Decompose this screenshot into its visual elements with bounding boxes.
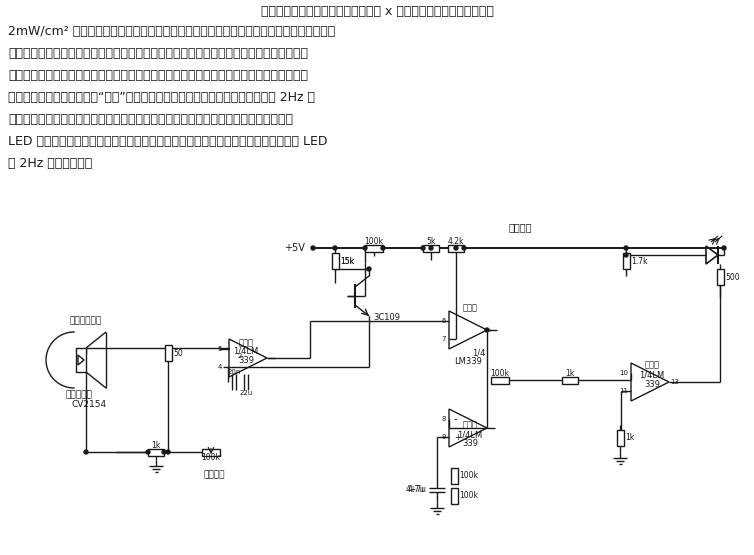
Text: 比较器: 比较器 [462, 303, 477, 312]
Circle shape [381, 246, 385, 250]
Text: 100k: 100k [491, 369, 510, 377]
Circle shape [84, 450, 88, 454]
Text: CV2154: CV2154 [72, 400, 107, 409]
Text: 6: 6 [442, 318, 446, 324]
Text: 100k: 100k [459, 492, 478, 501]
Circle shape [311, 246, 315, 250]
Text: 调节范围: 调节范围 [204, 470, 225, 479]
Text: 4+7u: 4+7u [406, 486, 427, 495]
Text: 4.2k: 4.2k [448, 236, 464, 245]
Text: 阈值调节: 阈值调节 [508, 222, 532, 232]
Text: 22u: 22u [239, 390, 253, 396]
Circle shape [162, 450, 166, 454]
Text: 100k: 100k [364, 236, 384, 245]
Text: -: - [454, 414, 458, 424]
Text: 1/4LM: 1/4LM [234, 347, 259, 356]
Bar [623, 253, 630, 269]
Circle shape [166, 450, 170, 454]
Bar [450, 488, 458, 504]
Text: 9: 9 [442, 434, 446, 440]
Circle shape [333, 246, 337, 250]
Text: 100k: 100k [201, 453, 220, 462]
Text: 1/4LM: 1/4LM [639, 370, 664, 379]
Text: LED 熄灭。有雷达波信号时，比较器的输出变为高电平，使振荡信号通过缓冲器驱动 LED: LED 熄灭。有雷达波信号时，比较器的输出变为高电平，使振荡信号通过缓冲器驱动 … [8, 135, 327, 148]
Text: +: + [454, 432, 461, 441]
Bar [164, 345, 171, 361]
Text: 1k: 1k [566, 369, 575, 377]
Text: 1k: 1k [152, 441, 161, 450]
Bar [491, 376, 509, 384]
Text: 8: 8 [442, 416, 446, 422]
Text: +5V: +5V [284, 243, 305, 253]
Text: 500: 500 [725, 273, 740, 281]
Bar [365, 245, 383, 251]
Text: 339: 339 [238, 356, 254, 365]
Circle shape [454, 246, 458, 250]
Bar [76, 348, 86, 372]
Text: 11: 11 [619, 388, 628, 394]
Text: 50: 50 [173, 349, 182, 357]
Text: 13: 13 [670, 379, 679, 385]
Circle shape [363, 246, 367, 250]
Text: 入端就出现一个相应的电压。该放大器的增益可调，以便改变整个电路报警时输入信号所在: 入端就出现一个相应的电压。该放大器的增益可调，以便改变整个电路报警时输入信号所在 [8, 47, 308, 60]
Text: 定的阈值。比较器输出连成“线或”结构，而振荡器部分的集电极开路输出端输出 2Hz 的: 定的阈值。比较器输出连成“线或”结构，而振荡器部分的集电极开路输出端输出 2Hz… [8, 91, 315, 104]
Text: 7: 7 [442, 336, 446, 342]
Circle shape [624, 246, 628, 250]
Text: 339: 339 [462, 439, 478, 448]
Text: 以 2Hz 的频率闪烁。: 以 2Hz 的频率闪烁。 [8, 157, 92, 170]
Text: 喇叭形接收器: 喇叭形接收器 [70, 316, 102, 325]
Text: 1.7k: 1.7k [631, 256, 648, 265]
Text: 放大器: 放大器 [238, 338, 253, 347]
Text: 5: 5 [218, 346, 222, 352]
Bar [617, 430, 624, 446]
Text: 5k: 5k [426, 236, 436, 245]
Text: 1/4: 1/4 [472, 348, 486, 357]
Text: 3C109: 3C109 [373, 314, 400, 322]
Bar [423, 245, 439, 251]
Text: 10: 10 [619, 370, 628, 376]
Text: 4: 4 [218, 364, 222, 370]
Text: 15k: 15k [340, 256, 354, 265]
Text: 晶体检波器: 晶体检波器 [66, 390, 93, 399]
Circle shape [421, 246, 425, 250]
Text: 15k: 15k [340, 256, 354, 265]
Text: 1k: 1k [625, 433, 634, 442]
Text: LM339: LM339 [454, 357, 482, 366]
Text: 单片雷达波检测器电路。一个简单的 x 带雷达检波器能指示强度低达: 单片雷达波检测器电路。一个简单的 x 带雷达检波器能指示强度低达 [261, 5, 493, 18]
Circle shape [485, 328, 489, 332]
Text: 100k: 100k [459, 472, 478, 481]
Circle shape [367, 267, 371, 271]
Bar [448, 245, 464, 251]
Text: 缓冲器: 缓冲器 [645, 360, 660, 369]
Text: 2mW/cm² 的射频辐射的强度变化。当有雷达波辐射到检波二极管上时，在放大器部分的输: 2mW/cm² 的射频辐射的强度变化。当有雷达波辐射到检波二极管上时，在放大器部… [8, 25, 336, 38]
Text: 1/4LM: 1/4LM [458, 430, 483, 439]
Text: 信号频率。没有雷达波信号时，比较器输出低电平，振荡器的输出无法驱动缓冲器，故: 信号频率。没有雷达波信号时，比较器输出低电平，振荡器的输出无法驱动缓冲器，故 [8, 113, 293, 126]
Bar [148, 448, 164, 456]
Circle shape [462, 246, 466, 250]
Bar [202, 448, 220, 456]
Text: 振荡器: 振荡器 [462, 420, 477, 429]
Text: 4.7u: 4.7u [408, 486, 425, 495]
Bar [450, 468, 458, 484]
Text: 339: 339 [644, 380, 660, 389]
Bar [562, 376, 578, 384]
Circle shape [722, 246, 726, 250]
Bar [716, 269, 724, 285]
Text: 的范围。放大器的输出驱动一个电压比较器。该比较器具有一个可变的、为防止误报警而设: 的范围。放大器的输出驱动一个电压比较器。该比较器具有一个可变的、为防止误报警而设 [8, 69, 308, 82]
Bar [332, 253, 339, 269]
Circle shape [146, 450, 150, 454]
Text: 20n: 20n [227, 369, 241, 375]
Circle shape [624, 253, 628, 257]
Text: 2: 2 [238, 353, 242, 359]
Circle shape [429, 246, 433, 250]
